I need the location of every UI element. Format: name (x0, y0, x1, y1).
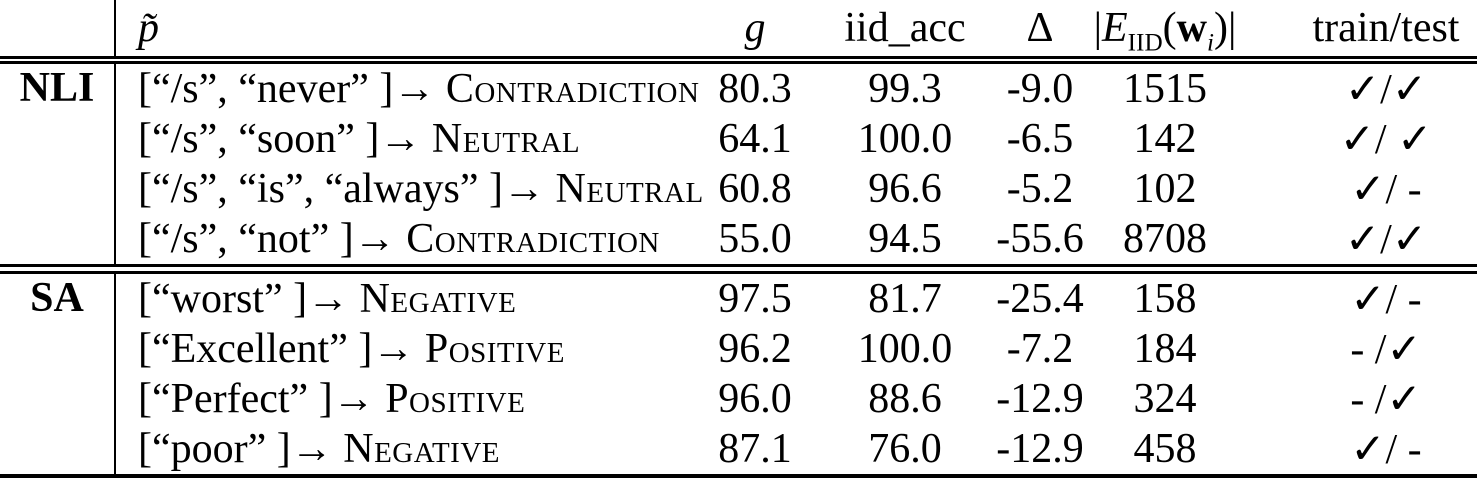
header-error-set-size: |EIID(wi)| (1093, 5, 1237, 57)
pattern-text: [“Excellent” ]→ (138, 326, 425, 372)
table-row: [“Excellent” ]→ Positive 96.2 100.0 -7.2… (0, 324, 1477, 374)
error-count-value: 324 (1133, 376, 1197, 422)
iid-acc-value: 99.3 (868, 66, 942, 112)
class-label: Negative (359, 276, 517, 322)
train-test-value: ✓/✓ (1344, 217, 1428, 263)
pattern-cell: [“/s”, “soon” ]→ Neutral (115, 114, 690, 164)
pattern-text: [“/s”, “is”, “always” ]→ (138, 166, 556, 212)
class-label: Neutral (555, 166, 704, 212)
train-test-value: ✓/ - (1350, 277, 1422, 323)
error-count-value: 1515 (1123, 66, 1207, 112)
pattern-cell: [“/s”, “never” ]→ Contradiction (115, 60, 699, 114)
g-value: 97.5 (718, 276, 792, 322)
g-value: 80.3 (718, 66, 792, 112)
class-label: Neutral (431, 116, 581, 162)
delta-value: -55.6 (996, 216, 1084, 262)
table-row: [“/s”, “soon” ]→ Neutral 64.1 100.0 -6.5… (0, 114, 1477, 164)
iid-acc-value: 76.0 (868, 426, 942, 472)
header-pattern: p̃ (115, 0, 690, 60)
error-count-value: 102 (1133, 166, 1197, 212)
header-g: g (744, 5, 766, 51)
header-train-test: train/test (1312, 5, 1460, 51)
pattern-text: [“Perfect” ]→ (138, 376, 386, 422)
delta-value: -6.5 (1006, 116, 1074, 162)
header-delta: Δ (1026, 5, 1054, 51)
table-row: [“/s”, “is”, “always” ]→ Neutral 60.8 96… (0, 164, 1477, 214)
train-test-value: ✓/✓ (1344, 67, 1428, 113)
section-sa: SA [“worst” ]→ Negative 97.5 81.7 -25.4 … (0, 269, 1477, 478)
error-count-value: 142 (1133, 116, 1197, 162)
delta-value: -9.0 (1006, 66, 1074, 112)
pattern-cell: [“poor” ]→ Negative (115, 424, 690, 478)
iid-acc-value: 94.5 (868, 216, 942, 262)
p-tilde-symbol: p̃ (138, 5, 159, 51)
class-label: Negative (343, 426, 500, 472)
pattern-cell: [“Excellent” ]→ Positive (115, 324, 690, 374)
iid-acc-value: 81.7 (868, 276, 942, 322)
header-iid-acc: iid_acc (844, 5, 966, 51)
delta-value: -12.9 (996, 426, 1084, 472)
train-test-value: - /✓ (1350, 327, 1422, 373)
train-test-value: ✓/ ✓ (1339, 117, 1433, 163)
g-value: 64.1 (718, 116, 792, 162)
table-header-row: p̃ g iid_acc Δ |EIID(wi)| train/test (0, 0, 1477, 60)
section-nli: NLI [“/s”, “never” ]→ Contradiction 80.3… (0, 60, 1477, 269)
delta-value: -25.4 (996, 276, 1084, 322)
error-count-value: 184 (1133, 326, 1197, 372)
g-value: 96.0 (718, 376, 792, 422)
error-count-value: 158 (1133, 276, 1197, 322)
table-row: NLI [“/s”, “never” ]→ Contradiction 80.3… (0, 60, 1477, 269)
pattern-cell: [“worst” ]→ Negative (115, 269, 690, 324)
group-label-nli: NLI (0, 60, 116, 269)
error-count-value: 458 (1133, 426, 1197, 472)
delta-value: -7.2 (1006, 326, 1074, 372)
g-value: 55.0 (718, 216, 792, 262)
train-test-value: - /✓ (1350, 377, 1422, 423)
table-row: SA [“worst” ]→ Negative 97.5 81.7 -25.4 … (0, 269, 1477, 478)
pattern-text: [“worst” ]→ (138, 276, 360, 322)
delta-value: -5.2 (1006, 166, 1074, 212)
class-label: Positive (424, 326, 565, 372)
class-label: Contradiction (445, 66, 700, 112)
iid-acc-value: 100.0 (857, 116, 953, 162)
table-row: [“Perfect” ]→ Positive 96.0 88.6 -12.9 3… (0, 374, 1477, 424)
table-row: [“/s”, “not” ]→ Contradiction 55.0 94.5 … (0, 214, 1477, 269)
train-test-value: ✓/ - (1350, 167, 1422, 213)
class-label: Contradiction (406, 216, 660, 262)
delta-value: -12.9 (996, 376, 1084, 422)
pattern-cell: [“/s”, “is”, “always” ]→ Neutral (115, 164, 703, 214)
error-count-value: 8708 (1123, 216, 1207, 262)
iid-acc-value: 96.6 (868, 166, 942, 212)
class-label: Positive (385, 376, 526, 422)
pattern-text: [“/s”, “soon” ]→ (138, 116, 432, 162)
pattern-cell: [“/s”, “not” ]→ Contradiction (115, 214, 690, 269)
iid-acc-value: 88.6 (868, 376, 942, 422)
group-label-sa: SA (0, 269, 116, 478)
table-row: [“poor” ]→ Negative 87.1 76.0 -12.9 458 … (0, 424, 1477, 478)
pattern-cell: [“Perfect” ]→ Positive (115, 374, 690, 424)
pattern-text: [“poor” ]→ (138, 426, 344, 472)
header-group (0, 0, 116, 60)
g-value: 96.2 (718, 326, 792, 372)
g-value: 87.1 (718, 426, 792, 472)
g-value: 60.8 (718, 166, 792, 212)
pattern-text: [“/s”, “not” ]→ (138, 216, 407, 262)
iid-acc-value: 100.0 (857, 326, 953, 372)
train-test-value: ✓/ - (1350, 427, 1422, 473)
pattern-text: [“/s”, “never” ]→ (138, 66, 446, 112)
